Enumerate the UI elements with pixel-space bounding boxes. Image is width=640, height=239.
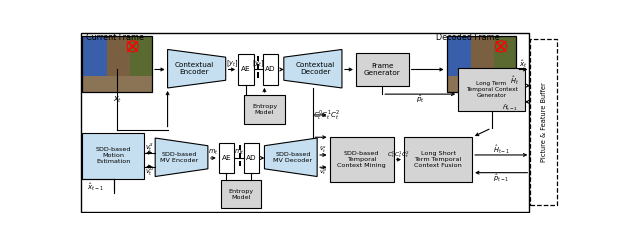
Bar xyxy=(239,145,241,150)
Bar xyxy=(107,36,131,80)
Text: $\hat{v}_t^s$: $\hat{v}_t^s$ xyxy=(319,144,327,155)
Text: $x_t$: $x_t$ xyxy=(113,94,122,105)
Text: AD: AD xyxy=(246,155,257,161)
FancyBboxPatch shape xyxy=(221,180,261,208)
Bar xyxy=(83,36,152,92)
FancyBboxPatch shape xyxy=(244,143,259,173)
Text: Contextual
Decoder: Contextual Decoder xyxy=(296,62,335,75)
Bar xyxy=(447,76,516,92)
FancyBboxPatch shape xyxy=(83,133,145,179)
FancyBboxPatch shape xyxy=(219,143,234,173)
Bar xyxy=(83,36,152,92)
Polygon shape xyxy=(155,138,208,177)
Text: Entropy
Model: Entropy Model xyxy=(252,104,277,115)
Bar xyxy=(447,36,516,92)
Text: SDD-based
MV Decoder: SDD-based MV Decoder xyxy=(273,152,312,163)
Text: Long Short
Term Temporal
Context Fusion: Long Short Term Temporal Context Fusion xyxy=(414,151,462,168)
Bar xyxy=(239,161,241,166)
FancyBboxPatch shape xyxy=(404,137,472,182)
Text: $m_t$: $m_t$ xyxy=(234,148,244,157)
Text: $\hat{p}_{t-1}$: $\hat{p}_{t-1}$ xyxy=(493,172,510,184)
Text: Long Term
Temporal Context
Generator: Long Term Temporal Context Generator xyxy=(465,81,518,98)
Text: Current Frame: Current Frame xyxy=(86,33,144,42)
Text: $\hat{H}_{t-1}$: $\hat{H}_{t-1}$ xyxy=(502,102,518,113)
Text: $\hat{x}_{t-1}$: $\hat{x}_{t-1}$ xyxy=(87,182,104,194)
Text: AD: AD xyxy=(266,66,276,72)
Bar xyxy=(257,72,259,78)
Text: Contextual
Encoder: Contextual Encoder xyxy=(175,62,214,75)
Bar xyxy=(83,36,110,76)
Text: Frame
Generator: Frame Generator xyxy=(364,63,401,76)
Bar xyxy=(257,64,259,70)
Text: SDD-based
MV Encoder: SDD-based MV Encoder xyxy=(160,152,198,163)
Bar xyxy=(494,36,516,83)
Polygon shape xyxy=(284,49,342,88)
Bar xyxy=(83,76,152,92)
FancyBboxPatch shape xyxy=(330,137,394,182)
Text: $\hat{v}_t^d$: $\hat{v}_t^d$ xyxy=(319,167,328,177)
Text: $C_t^0C_t^1C_t^2$: $C_t^0C_t^1C_t^2$ xyxy=(387,149,410,160)
Text: $\hat{p}_t$: $\hat{p}_t$ xyxy=(416,94,424,105)
Bar xyxy=(471,36,495,80)
Bar xyxy=(447,36,516,92)
FancyBboxPatch shape xyxy=(356,53,408,86)
Text: $m_t$: $m_t$ xyxy=(208,148,218,157)
Bar xyxy=(239,153,241,158)
FancyBboxPatch shape xyxy=(263,54,278,85)
Text: Entropy
Model: Entropy Model xyxy=(228,189,254,200)
Text: $\hat{x}_t$: $\hat{x}_t$ xyxy=(519,58,527,70)
Text: Picture & Feature Buffer: Picture & Feature Buffer xyxy=(541,82,547,162)
Text: SDD-based
Temporal
Context Mining: SDD-based Temporal Context Mining xyxy=(337,151,386,168)
Text: $C_t^0C_t^1C_t^2$: $C_t^0C_t^1C_t^2$ xyxy=(313,108,340,122)
FancyBboxPatch shape xyxy=(238,54,253,85)
Text: $[y_t]$: $[y_t]$ xyxy=(252,59,264,69)
Polygon shape xyxy=(264,138,317,177)
Bar xyxy=(447,36,474,76)
FancyBboxPatch shape xyxy=(244,95,285,124)
Text: AE: AE xyxy=(221,155,231,161)
Text: Decoded Frame: Decoded Frame xyxy=(436,33,500,42)
Text: $v_t^s$: $v_t^s$ xyxy=(145,142,154,154)
Text: SDD-based
Motion
Estimation: SDD-based Motion Estimation xyxy=(95,147,131,164)
Bar xyxy=(130,36,152,83)
Text: $v_t^d$: $v_t^d$ xyxy=(145,164,154,178)
Text: $\hat{H}_t$: $\hat{H}_t$ xyxy=(509,75,518,87)
Bar xyxy=(257,56,259,61)
Text: $\hat{H}_{t-1}$: $\hat{H}_{t-1}$ xyxy=(493,143,510,156)
Polygon shape xyxy=(168,49,226,88)
FancyBboxPatch shape xyxy=(458,68,525,111)
Text: AE: AE xyxy=(241,66,251,72)
Text: $[y_t]$: $[y_t]$ xyxy=(226,59,238,69)
